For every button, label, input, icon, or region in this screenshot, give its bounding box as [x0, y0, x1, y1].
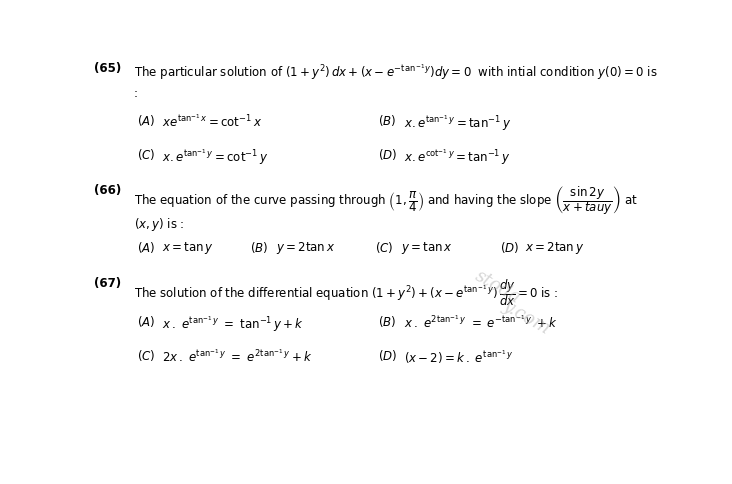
- Text: $x = \tan y$: $x = \tan y$: [163, 240, 214, 256]
- Text: $(A)$: $(A)$: [137, 315, 155, 330]
- Text: $y = 2\tan x$: $y = 2\tan x$: [276, 240, 335, 256]
- Text: (65): (65): [94, 62, 122, 75]
- Text: $(A)$: $(A)$: [137, 240, 155, 255]
- Text: $x.e^{\tan^{-1}y} = \tan^{-1}y$: $x.e^{\tan^{-1}y} = \tan^{-1}y$: [403, 113, 511, 133]
- Text: $(B)$: $(B)$: [250, 240, 269, 255]
- Text: $y = \tan x$: $y = \tan x$: [400, 240, 452, 256]
- Text: The equation of the curve passing through $\left(1,\dfrac{\pi}{4}\right)$ and ha: The equation of the curve passing throug…: [134, 184, 638, 217]
- Text: $(D)$: $(D)$: [378, 147, 397, 162]
- Text: $(D)$: $(D)$: [378, 348, 397, 363]
- Text: :: :: [134, 87, 138, 100]
- Text: (67): (67): [94, 277, 122, 290]
- Text: $(C)$: $(C)$: [137, 147, 155, 162]
- Text: The particular solution of $(1+y^2)\,dx + (x-e^{-{\tan}^{-1}y})dy = 0$  with int: The particular solution of $(1+y^2)\,dx …: [134, 62, 657, 81]
- Text: $(x, y)$ is :: $(x, y)$ is :: [134, 216, 184, 233]
- Text: $(B)$: $(B)$: [378, 315, 396, 330]
- Text: $(A)$: $(A)$: [137, 113, 155, 128]
- Text: stoda: stoda: [471, 267, 523, 307]
- Text: $x.e^{\cot^{-1}y} = \tan^{-1}y$: $x.e^{\cot^{-1}y} = \tan^{-1}y$: [403, 147, 510, 166]
- Text: $(C)$: $(C)$: [376, 240, 394, 255]
- Text: (66): (66): [94, 184, 122, 197]
- Text: $xe^{\tan^{-1}x} = \cot^{-1}x$: $xe^{\tan^{-1}x} = \cot^{-1}x$: [163, 113, 263, 130]
- Text: $2x\,.\ e^{\tan^{-1}y}\ =\ e^{2\tan^{-1}y}+k$: $2x\,.\ e^{\tan^{-1}y}\ =\ e^{2\tan^{-1}…: [163, 348, 313, 365]
- Text: y.com: y.com: [500, 297, 553, 338]
- Text: $(x-2)=k\,.\ e^{\tan^{-1}y}$: $(x-2)=k\,.\ e^{\tan^{-1}y}$: [403, 348, 513, 366]
- Text: $(B)$: $(B)$: [378, 113, 396, 128]
- Text: $x.e^{\tan^{-1}y} = \cot^{-1}y$: $x.e^{\tan^{-1}y} = \cot^{-1}y$: [163, 147, 269, 166]
- Text: $x\,.\ e^{2\tan^{-1}y}\ =\ e^{-\tan^{-1}y}\ +k$: $x\,.\ e^{2\tan^{-1}y}\ =\ e^{-\tan^{-1}…: [403, 315, 558, 331]
- Text: $(C)$: $(C)$: [137, 348, 155, 363]
- Text: The solution of the differential equation $(1+y^2)+(x-e^{\tan^{-1}y})\,\dfrac{dy: The solution of the differential equatio…: [134, 277, 559, 308]
- Text: $x = 2\tan y$: $x = 2\tan y$: [526, 240, 585, 256]
- Text: $x\,.\ e^{\tan^{-1}y}\ =\ \tan^{-1}y+k$: $x\,.\ e^{\tan^{-1}y}\ =\ \tan^{-1}y+k$: [163, 315, 305, 334]
- Text: $(D)$: $(D)$: [500, 240, 519, 255]
